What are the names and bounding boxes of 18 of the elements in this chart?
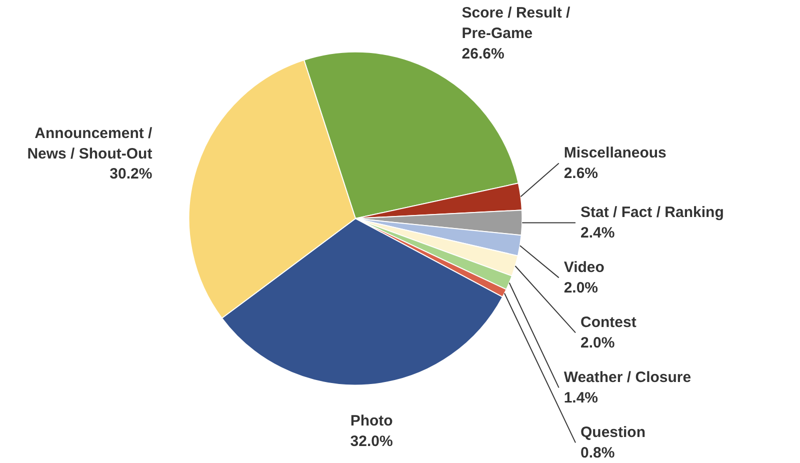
data-label: 30.2% [110, 166, 152, 183]
data-label: 2.0% [580, 334, 615, 352]
slice-label: Miscellaneous [564, 144, 666, 162]
data-label: 2.0% [564, 279, 598, 296]
data-label: 26.6% [462, 45, 504, 62]
slice-label: Contest [580, 314, 636, 331]
slice-label: Video [564, 258, 604, 276]
slice-label: Announcement / News / Shout-Out [27, 124, 154, 162]
data-label: 2.6% [564, 164, 598, 182]
data-label: 1.4% [564, 389, 598, 406]
slice-label: Question [580, 424, 646, 441]
data-label: 2.4% [580, 224, 615, 242]
data-label: 0.8% [580, 444, 615, 462]
slice-label: Score / Result / Pre-Game [462, 4, 571, 42]
slice-label: Weather / Closure [564, 368, 692, 386]
slice-label: Photo [350, 412, 393, 430]
slice-label: Stat / Fact / Ranking [580, 204, 724, 221]
data-label: 32.0% [350, 432, 393, 450]
